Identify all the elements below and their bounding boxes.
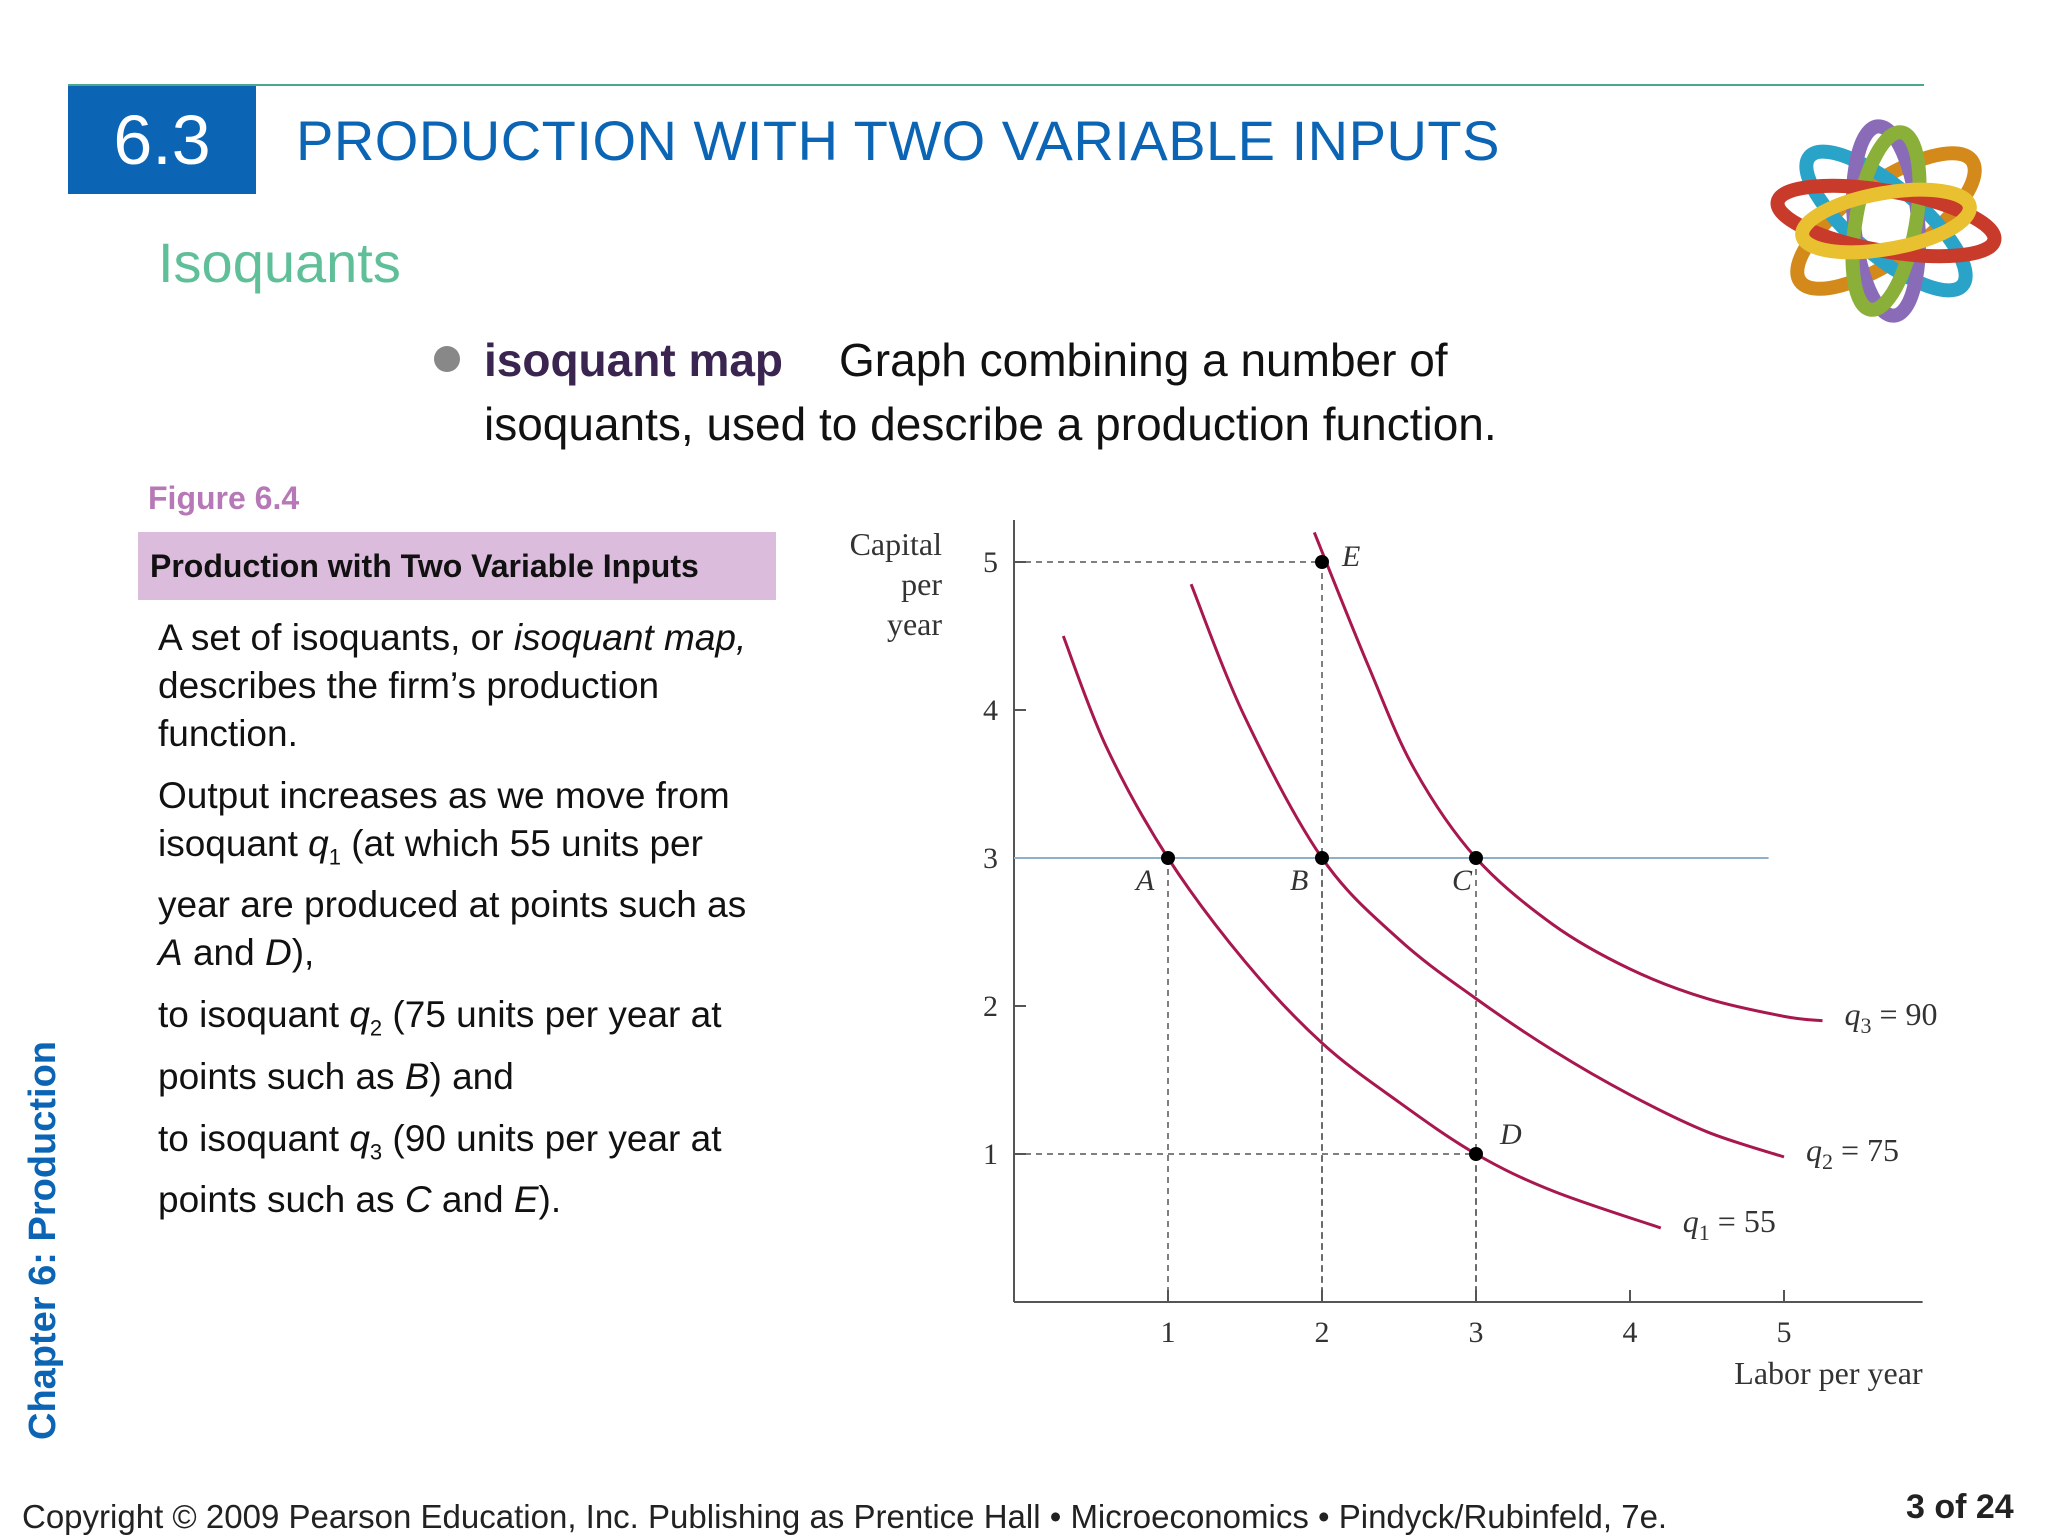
point-E	[1315, 555, 1329, 569]
section-title: PRODUCTION WITH TWO VARIABLE INPUTS	[296, 109, 1500, 172]
header-rule	[68, 84, 1924, 86]
y-axis-label: year	[887, 606, 942, 642]
y-axis-label: per	[901, 566, 942, 602]
point-label-B: B	[1290, 864, 1308, 897]
point-A	[1161, 851, 1175, 865]
subtitle: Isoquants	[158, 231, 401, 294]
chapter-label: Chapter 6: Production	[22, 1040, 64, 1440]
desc-paragraph-2: Output increases as we move from isoquan…	[158, 775, 747, 974]
isoquant-label-3: q3 = 90	[1845, 996, 1938, 1038]
figure-title: Production with Two Variable Inputs	[138, 532, 776, 600]
y-tick-label: 4	[983, 694, 998, 727]
x-tick-label: 3	[1469, 1316, 1484, 1349]
term: isoquant map	[484, 334, 784, 386]
y-tick-label: 3	[983, 842, 998, 875]
point-C	[1469, 851, 1483, 865]
isoquant-chart: 1 2 3 4 5 1 2 3 4 5 Capital per year Labor per year q1…	[850, 520, 1938, 1391]
isoquant-label-2: q2 = 75	[1806, 1132, 1899, 1174]
x-axis-label: Labor per year	[1734, 1355, 1923, 1391]
y-tick-label: 5	[983, 546, 998, 579]
x-tick-label: 5	[1777, 1316, 1792, 1349]
point-label-D: D	[1499, 1118, 1522, 1151]
isoquant-curve-2	[1189, 583, 1785, 1159]
x-tick-label: 2	[1315, 1316, 1330, 1349]
desc-paragraph-3: to isoquant q2 (75 units per year at poi…	[158, 994, 722, 1097]
footer-copyright: Copyright © 2009 Pearson Education, Inc.…	[22, 1498, 1668, 1535]
isoquant-label-1: q1 = 55	[1683, 1203, 1776, 1245]
x-tick-label: 4	[1623, 1316, 1638, 1349]
definition-bullet: isoquant map Graph combining a number of …	[434, 328, 1734, 456]
definition-line-1: Graph combining a number of	[839, 334, 1448, 386]
page-number: 3 of 24	[1906, 1488, 2014, 1526]
x-tick-label: 1	[1161, 1316, 1176, 1349]
point-label-C: C	[1452, 864, 1473, 897]
bullet-dot-icon	[434, 346, 460, 372]
point-B	[1315, 851, 1329, 865]
rings-logo-icon	[1770, 119, 2002, 323]
definition-line-2: isoquants, used to describe a production…	[484, 398, 1497, 450]
point-label-E: E	[1341, 540, 1360, 573]
y-tick-label: 1	[983, 1138, 998, 1171]
isoquant-curve-1	[1061, 635, 1662, 1230]
desc-paragraph-1: A set of isoquants, or isoquant map, des…	[158, 617, 747, 754]
figure-label: Figure 6.4	[148, 480, 300, 516]
y-axis-label: Capital	[850, 526, 943, 562]
point-label-A: A	[1134, 864, 1155, 897]
figure-description: A set of isoquants, or isoquant map, des…	[158, 614, 778, 1238]
section-number: 6.3	[68, 86, 256, 194]
isoquant-curve-3	[1312, 531, 1823, 1023]
point-D	[1469, 1147, 1483, 1161]
definition-text: isoquant map Graph combining a number of …	[484, 328, 1734, 456]
y-tick-label: 2	[983, 990, 998, 1023]
desc-paragraph-4: to isoquant q3 (90 units per year at poi…	[158, 1117, 722, 1221]
